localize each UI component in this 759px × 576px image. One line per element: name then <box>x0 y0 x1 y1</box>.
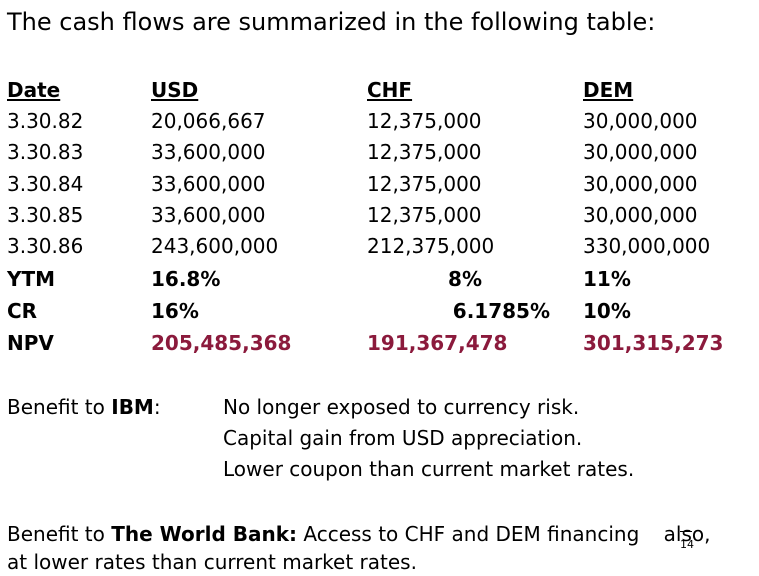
benefit-ibm-point-3: Lower coupon than current market rates. <box>223 457 635 481</box>
row-1-usd: 20,066,667 <box>151 109 266 133</box>
row-3-usd: 33,600,000 <box>151 172 266 196</box>
benefit-ibm-colon: : <box>153 395 161 419</box>
npv-usd: 205,485,368 <box>151 331 292 355</box>
benefit-wb-line-1: Benefit to The World Bank: Access to CHF… <box>7 520 710 548</box>
benefit-wb-prefix: Benefit to <box>7 522 112 546</box>
npv-chf: 191,367,478 <box>367 331 508 355</box>
row-1-chf: 12,375,000 <box>367 109 482 133</box>
row-4-usd: 33,600,000 <box>151 203 266 227</box>
cr-label: CR <box>7 299 38 323</box>
npv-label: NPV <box>7 331 54 355</box>
row-3-chf: 12,375,000 <box>367 172 482 196</box>
row-5-usd: 243,600,000 <box>151 234 279 258</box>
ytm-chf: 8% <box>448 267 482 291</box>
row-4-dem: 30,000,000 <box>583 203 698 227</box>
cr-usd: 16% <box>151 299 199 323</box>
row-5-chf: 212,375,000 <box>367 234 495 258</box>
row-1-date: 3.30.82 <box>7 109 84 133</box>
row-4-chf: 12,375,000 <box>367 203 482 227</box>
header-dem: DEM <box>583 78 634 102</box>
row-5-dem: 330,000,000 <box>583 234 711 258</box>
benefit-ibm-prefix: Benefit to <box>7 395 112 419</box>
npv-dem: 301,315,273 <box>583 331 724 355</box>
row-2-chf: 12,375,000 <box>367 140 482 164</box>
cr-dem: 10% <box>583 299 631 323</box>
page-number-dash <box>680 531 692 532</box>
benefit-ibm-point-1: No longer exposed to currency risk. <box>223 395 580 419</box>
page-heading: The cash flows are summarized in the fol… <box>7 8 656 36</box>
ytm-dem: 11% <box>583 267 631 291</box>
benefit-ibm-company: IBM <box>111 395 154 419</box>
row-5-date: 3.30.86 <box>7 234 84 258</box>
benefit-wb-line-2: at lower rates than current market rates… <box>7 550 417 574</box>
benefit-wb-company: The World Bank: <box>111 522 298 546</box>
row-2-date: 3.30.83 <box>7 140 84 164</box>
ytm-label: YTM <box>7 267 56 291</box>
header-chf: CHF <box>367 78 413 102</box>
row-4-date: 3.30.85 <box>7 203 84 227</box>
row-2-dem: 30,000,000 <box>583 140 698 164</box>
header-usd: USD <box>151 78 199 102</box>
benefit-ibm-label: Benefit to IBM: <box>7 393 161 421</box>
ytm-usd: 16.8% <box>151 267 221 291</box>
row-3-dem: 30,000,000 <box>583 172 698 196</box>
page-number: 14 <box>680 538 694 551</box>
row-2-usd: 33,600,000 <box>151 140 266 164</box>
header-date: Date <box>7 78 61 102</box>
benefit-ibm-point-2: Capital gain from USD appreciation. <box>223 426 583 450</box>
benefit-wb-text: Access to CHF and DEM financing <box>297 522 646 546</box>
cr-chf: 6.1785% <box>452 299 550 323</box>
row-3-date: 3.30.84 <box>7 172 84 196</box>
benefit-wb-also: also, <box>663 522 711 546</box>
row-1-dem: 30,000,000 <box>583 109 698 133</box>
